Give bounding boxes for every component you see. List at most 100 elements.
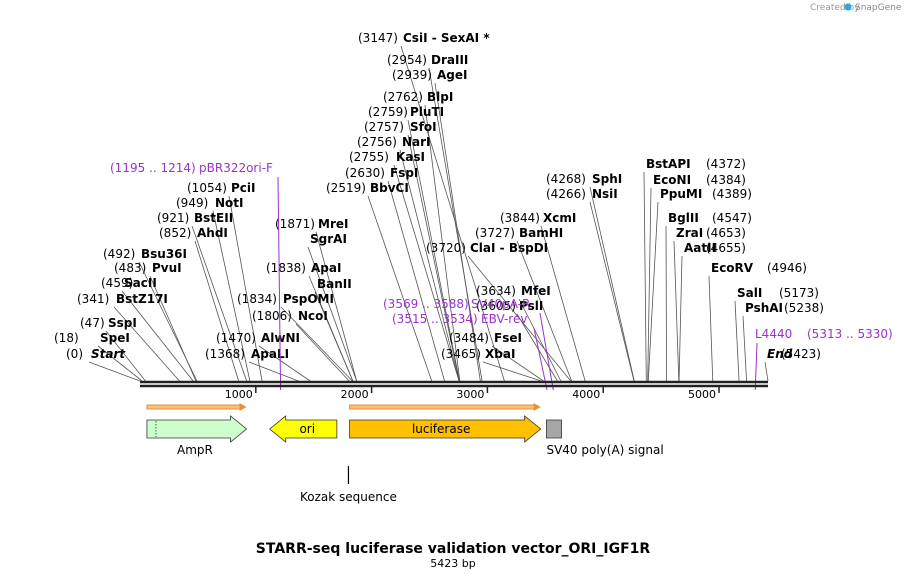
- site-name-psli[interactable]: PslI: [519, 299, 543, 313]
- site-line-banii: [314, 291, 354, 382]
- orf-bar-1: [349, 404, 536, 410]
- site-coord-aatii: (4655): [706, 241, 746, 255]
- feature-sv40-poly-a-signal[interactable]: [546, 419, 562, 439]
- primer-name-l4440[interactable]: L4440: [755, 327, 792, 341]
- feature-luciferase[interactable]: [349, 415, 542, 443]
- primer-line-sv40pa-r: [539, 312, 554, 391]
- site-name-apai[interactable]: ApaI: [311, 261, 341, 275]
- site-name-ppumi[interactable]: PpuMI: [660, 187, 702, 201]
- site-line-sali: [734, 300, 740, 382]
- site-name-mrei[interactable]: MreI: [318, 217, 348, 231]
- credit-prefix: Created by: [810, 3, 860, 13]
- site-name-banii[interactable]: BanII: [317, 277, 352, 291]
- primer-name-sv40pa-r[interactable]: SV40pA-R: [471, 297, 530, 311]
- site-name-bamhi[interactable]: BamHI: [519, 226, 563, 240]
- site-name-xcmi[interactable]: XcmI: [543, 211, 576, 225]
- site-name-bstz17i[interactable]: BstZ17I: [116, 292, 168, 306]
- site-line-xbai: [482, 361, 542, 382]
- site-line-noti: [212, 210, 251, 382]
- site-coord-draiii: (2954): [387, 53, 427, 67]
- orf-arrowhead-0: [239, 403, 247, 411]
- site-name-sfoi[interactable]: SfoI: [410, 120, 437, 134]
- site-name-draiii[interactable]: DraIII: [431, 53, 468, 67]
- site-coord-clai-bspdi: (3720): [426, 241, 466, 255]
- site-name-sspi[interactable]: SspI: [108, 316, 137, 330]
- site-coord-agei: (2939): [392, 68, 432, 82]
- site-line-sspi: [105, 330, 146, 382]
- site-name-bglii[interactable]: BglII: [668, 211, 699, 225]
- site-name-xbai[interactable]: XbaI: [485, 347, 515, 361]
- site-name-aatii[interactable]: AatII: [684, 241, 716, 255]
- snapgene-logo-icon: [844, 3, 852, 11]
- site-line-spei: [97, 345, 143, 382]
- site-name-clai-bspdi[interactable]: ClaI - BspDI: [470, 241, 548, 255]
- feature-ampr[interactable]: [146, 415, 248, 443]
- site-name-mfei[interactable]: MfeI: [521, 284, 551, 298]
- site-coord-pshai: (5238): [784, 301, 824, 315]
- site-coord-mfei: (3634): [476, 284, 516, 298]
- site-name-ncoi[interactable]: NcoI: [298, 309, 328, 323]
- site-line-pshai: [742, 315, 747, 382]
- site-name-sacii[interactable]: SacII: [124, 276, 157, 290]
- site-coord-bglii: (4547): [712, 211, 752, 225]
- site-name-bstapi[interactable]: BstAPI: [646, 157, 691, 171]
- site-line-pcii: [228, 195, 263, 382]
- feature-ori[interactable]: [269, 415, 338, 443]
- site-name-apali[interactable]: ApaLI: [251, 347, 289, 361]
- site-name-fspi[interactable]: FspI: [390, 166, 418, 180]
- site-name-nari[interactable]: NarI: [402, 135, 431, 149]
- site-name-nsii[interactable]: NsiI: [592, 187, 618, 201]
- site-name-sgrai[interactable]: SgrAI: [310, 232, 347, 246]
- site-line-mfei: [518, 298, 562, 382]
- site-name-pluti[interactable]: PluTI: [410, 105, 444, 119]
- site-name-sphi[interactable]: SphI: [592, 172, 622, 186]
- features: AmpR ori luciferase SV40 poly(A) signal Koza…: [146, 415, 664, 504]
- site-name-ecorv[interactable]: EcoRV: [711, 261, 754, 275]
- site-name-end[interactable]: End: [767, 347, 793, 361]
- site-line-kasi: [393, 164, 460, 382]
- site-coord-bamhi: (3727): [475, 226, 515, 240]
- primer-name-ebv-rev[interactable]: EBV-rev: [481, 312, 527, 326]
- site-name-sali[interactable]: SalI: [737, 286, 762, 300]
- site-line-agei: [434, 82, 481, 382]
- site-name-alwni[interactable]: AlwNI: [261, 331, 300, 345]
- map-title: STARR-seq luciferase validation vector_O…: [256, 541, 651, 557]
- site-name-fsei[interactable]: FseI: [494, 331, 522, 345]
- site-coord-bstapi: (4372): [706, 157, 746, 171]
- site-line-ecorv: [708, 275, 714, 382]
- site-line-aatii: [678, 255, 683, 382]
- site-name-bbvci[interactable]: BbvCI: [370, 181, 409, 195]
- site-name-spei[interactable]: SpeI: [100, 331, 130, 345]
- site-line-nari: [399, 149, 460, 382]
- site-name-bsu36i[interactable]: Bsu36I: [141, 247, 187, 261]
- site-name-pshai[interactable]: PshAI: [745, 301, 783, 315]
- site-coord-xcmi: (3844): [500, 211, 540, 225]
- backbone: [140, 380, 768, 388]
- site-coord-sacii: (459): [101, 276, 133, 290]
- site-line-sacii: [121, 290, 194, 382]
- site-name-pspomi[interactable]: PspOMI: [283, 292, 334, 306]
- site-name-ahdi[interactable]: AhdI: [197, 226, 228, 240]
- site-coord-xbai: (3465): [441, 347, 481, 361]
- site-name-start[interactable]: Start: [91, 347, 126, 361]
- site-coord-apali: (1368): [205, 347, 245, 361]
- site-name-pcii[interactable]: PciI: [231, 181, 256, 195]
- site-line-bstapi: [643, 171, 647, 382]
- site-name-noti[interactable]: NotI: [215, 196, 244, 210]
- site-name-csii-sexai[interactable]: CsiI - SexAI *: [403, 31, 490, 45]
- site-name-bsteii[interactable]: BstEII: [194, 211, 233, 225]
- site-name-pvui[interactable]: PvuI: [152, 261, 182, 275]
- site-line-start: [88, 361, 141, 382]
- feature-label-sv40-poly-a-signal: SV40 poly(A) signal: [546, 443, 663, 457]
- tick-label-1000: 1000: [225, 388, 253, 401]
- site-line-mrei: [315, 231, 358, 382]
- site-name-kasi[interactable]: KasI: [396, 150, 425, 164]
- site-coord-pcii: (1054): [187, 181, 227, 195]
- site-name-zrai[interactable]: ZraI: [676, 226, 703, 240]
- site-name-econi[interactable]: EcoNI: [653, 173, 691, 187]
- site-line-bglii: [665, 225, 667, 382]
- site-line-econi: [647, 187, 652, 382]
- site-name-blpi[interactable]: BlpI: [427, 90, 453, 104]
- primer-name-pbr322ori-f[interactable]: pBR322ori-F: [199, 161, 273, 175]
- site-name-agei[interactable]: AgeI: [437, 68, 467, 82]
